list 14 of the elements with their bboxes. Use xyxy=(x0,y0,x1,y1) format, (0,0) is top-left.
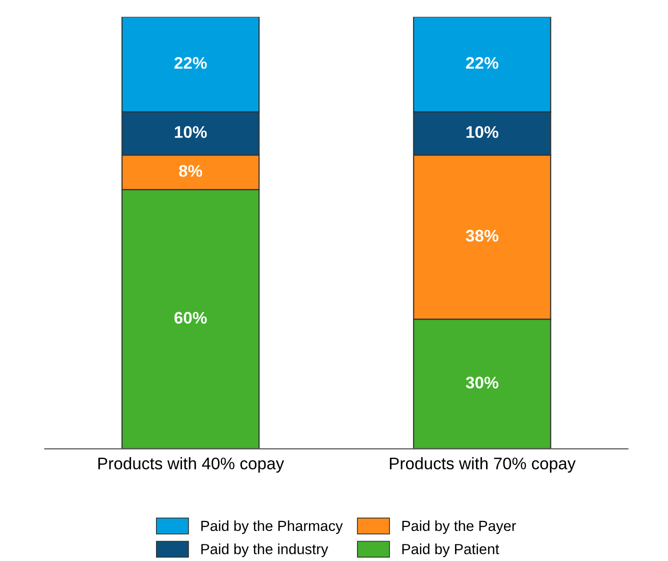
legend-label: Paid by the Pharmacy xyxy=(201,520,343,534)
data-label: 60% xyxy=(174,312,207,324)
x-tick-label: Products with 40% copay xyxy=(98,457,284,473)
legend-label: Paid by the industry xyxy=(201,544,328,558)
data-label: 22% xyxy=(174,57,207,69)
data-label: 8% xyxy=(179,165,202,177)
legend-label: Paid by the Payer xyxy=(402,520,516,534)
data-label: 10% xyxy=(466,126,498,138)
x-tick-label: Products with 70% copay xyxy=(390,457,576,473)
data-label: 30% xyxy=(466,376,498,388)
legend-label: Paid by Patient xyxy=(402,544,500,558)
data-label: 22% xyxy=(466,57,498,69)
data-label: 10% xyxy=(174,126,207,138)
data-label: 38% xyxy=(466,230,498,242)
